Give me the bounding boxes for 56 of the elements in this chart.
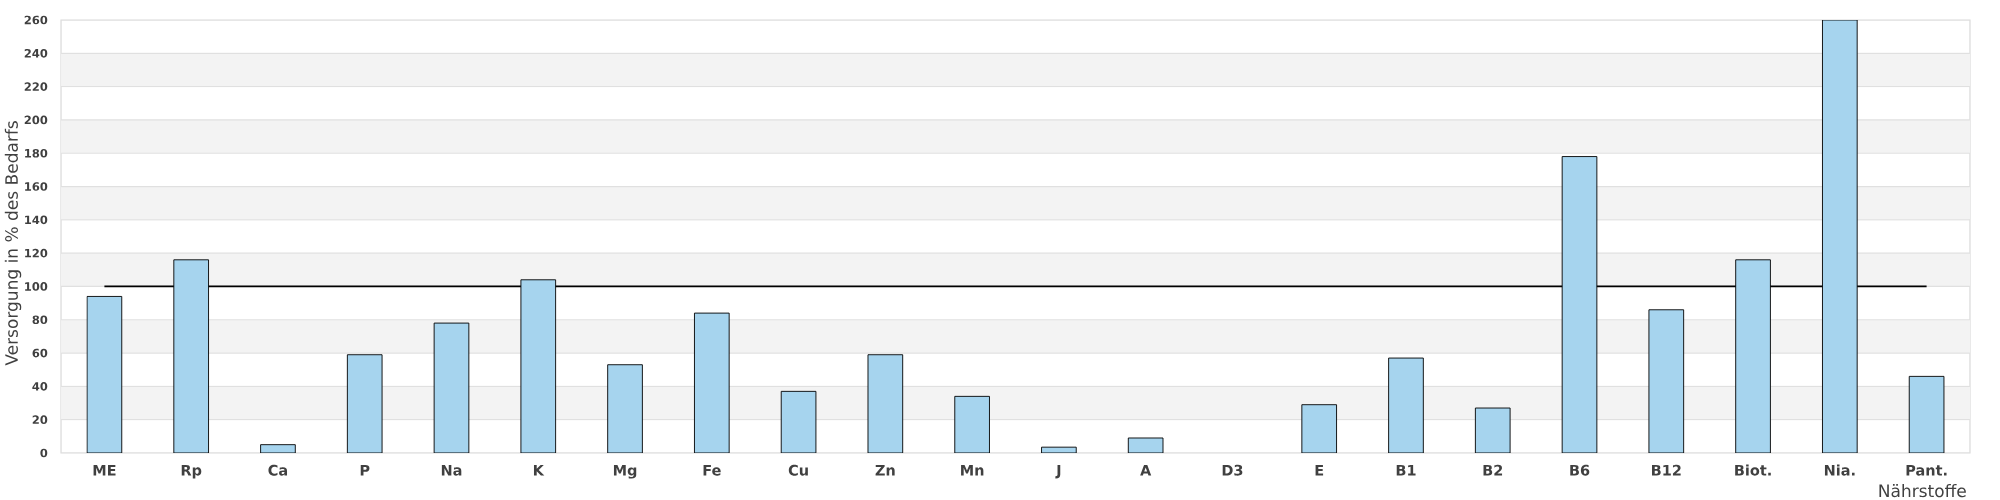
x-tick-label: D3 bbox=[1222, 464, 1243, 476]
x-tick-label: Rp bbox=[181, 464, 202, 479]
y-axis-title: Versorgung in % des Bedarfs bbox=[4, 121, 22, 366]
x-tick-label: B1 bbox=[1396, 464, 1416, 476]
bar bbox=[173, 259, 209, 453]
y-tick-label: 240 bbox=[24, 48, 48, 58]
bar bbox=[954, 395, 990, 453]
x-tick-label: Biot. bbox=[1735, 464, 1771, 476]
bar bbox=[1561, 156, 1598, 453]
x-tick-label: Cu bbox=[788, 464, 808, 476]
bar bbox=[1735, 259, 1771, 453]
y-tick-label: 120 bbox=[25, 248, 48, 258]
x-tick-label: Fe bbox=[703, 464, 721, 476]
x-tick-label: Mn bbox=[961, 464, 984, 476]
bar bbox=[867, 354, 904, 453]
y-tick-label: 100 bbox=[25, 282, 48, 291]
y-tick-label: 20 bbox=[32, 415, 48, 425]
x-tick-label: J bbox=[1055, 464, 1061, 479]
bar bbox=[86, 295, 123, 453]
bar bbox=[1301, 404, 1338, 453]
x-tick-label: E bbox=[1315, 464, 1324, 476]
y-tick-label: 200 bbox=[24, 115, 48, 125]
x-tick-label: B6 bbox=[1570, 464, 1590, 476]
x-tick-label: Nia. bbox=[1824, 464, 1855, 476]
y-tick-label: 40 bbox=[32, 382, 48, 391]
bar bbox=[780, 390, 817, 453]
y-tick-label: 0 bbox=[40, 448, 48, 458]
y-tick-label: 60 bbox=[32, 348, 48, 358]
y-tick-label: 160 bbox=[25, 182, 48, 191]
x-axis-title: Nährstoffe bbox=[1879, 484, 1966, 498]
x-tick-label: Zn bbox=[875, 464, 895, 476]
y-tick-label: 180 bbox=[25, 148, 48, 158]
bar bbox=[1822, 20, 1858, 453]
bar bbox=[607, 364, 643, 453]
y-tick-label: 80 bbox=[32, 315, 48, 325]
bar bbox=[1388, 357, 1424, 453]
x-tick-label: B2 bbox=[1483, 464, 1503, 476]
bar bbox=[1908, 375, 1945, 453]
y-tick-label: 260 bbox=[24, 15, 48, 25]
x-tick-label: Na bbox=[441, 464, 462, 476]
y-tick-label: 140 bbox=[25, 215, 48, 225]
x-tick-label: ME bbox=[93, 464, 116, 476]
x-tick-label: K bbox=[533, 464, 545, 476]
x-tick-label: B12 bbox=[1652, 464, 1681, 476]
x-tick-label: A bbox=[1140, 464, 1152, 476]
bar bbox=[694, 312, 730, 453]
bar bbox=[1474, 407, 1511, 453]
y-tick-label: 220 bbox=[24, 82, 48, 91]
x-tick-label: P bbox=[360, 464, 370, 476]
bar bbox=[1648, 309, 1685, 453]
bar bbox=[520, 279, 557, 453]
bar bbox=[346, 354, 383, 453]
bar bbox=[433, 322, 470, 453]
x-tick-label: Pant. bbox=[1906, 464, 1947, 476]
x-tick-label: Mg bbox=[613, 464, 637, 479]
x-tick-label: Ca bbox=[268, 464, 288, 476]
